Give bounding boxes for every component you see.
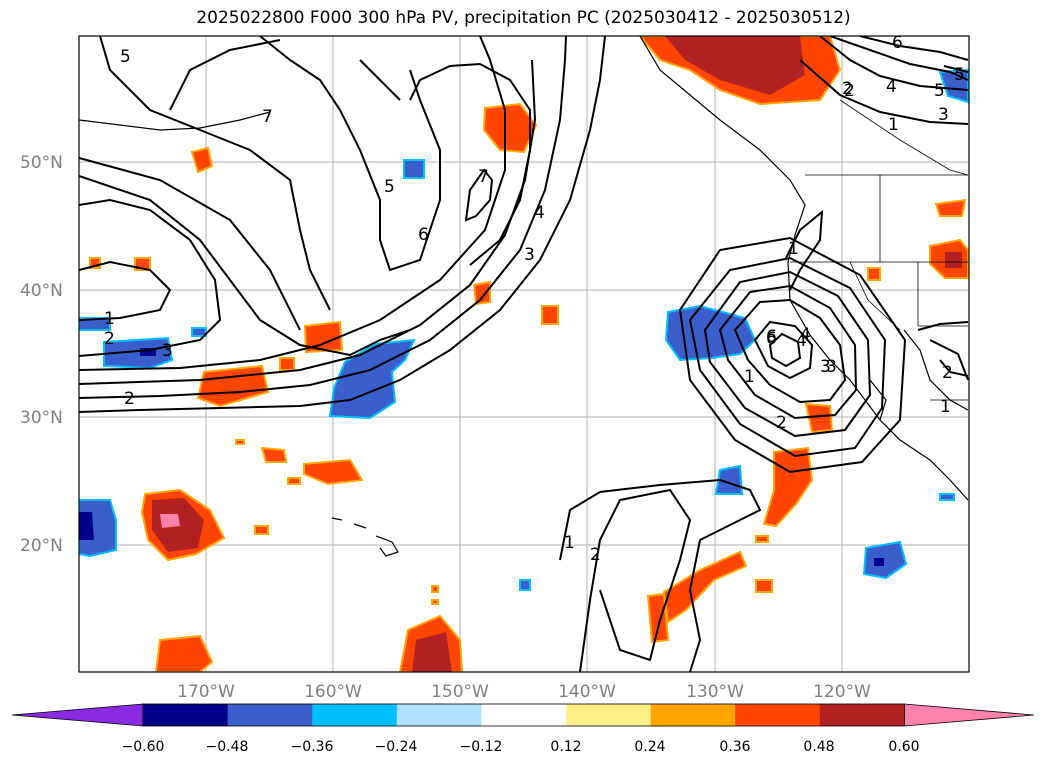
- pv-label: 4: [886, 77, 897, 97]
- pv-label: 2: [942, 363, 953, 383]
- colorbar-tick: −0.12: [460, 739, 503, 755]
- colorbar-extend-max: [904, 703, 1035, 727]
- lat-label: 40°N: [20, 281, 63, 301]
- pv-label: 6: [418, 225, 429, 245]
- pv-label: 1: [564, 533, 575, 553]
- lon-label: 150°W: [431, 682, 489, 702]
- pv-label: 5: [954, 65, 965, 85]
- pv-label: 1: [104, 309, 115, 329]
- colorbar-bin: [227, 704, 313, 726]
- colorbar-tick: 0.60: [888, 739, 919, 755]
- pv-label: 1: [788, 239, 799, 259]
- colorbar-bin: [735, 704, 821, 726]
- coastlines: [79, 36, 969, 557]
- pv-label: 4: [800, 325, 811, 345]
- lat-label: 50°N: [20, 153, 63, 173]
- latitude-labels: 50°N 40°N 30°N 20°N: [20, 153, 63, 556]
- colorbar-tick: 0.12: [550, 739, 581, 755]
- pv-label: 3: [162, 341, 173, 361]
- pv-label: 2: [104, 329, 115, 349]
- colorbar-bin: [396, 704, 482, 726]
- colorbar-tick: 0.48: [803, 739, 834, 755]
- pv-label: 1: [940, 397, 951, 417]
- pv-label: 6: [766, 329, 777, 349]
- colorbar-tick: −0.60: [122, 739, 165, 755]
- pv-label: 6: [766, 327, 777, 347]
- pv-label: 3: [524, 245, 535, 265]
- precip-shading: [79, 36, 969, 672]
- pv-label: 1: [744, 367, 755, 387]
- colorbar-tick: 0.24: [634, 739, 665, 755]
- lat-label: 30°N: [20, 408, 63, 428]
- lat-label: 20°N: [20, 536, 63, 556]
- pv-label: 2: [590, 545, 601, 565]
- colorbar-ticks: −0.60 −0.48 −0.36 −0.24 −0.12 0.12 0.24 …: [122, 739, 920, 755]
- pv-contours: [79, 36, 969, 672]
- map-title: 2025022800 F000 300 hPa PV, precipitatio…: [196, 8, 851, 28]
- lon-label: 160°W: [304, 682, 362, 702]
- lon-label: 170°W: [177, 682, 235, 702]
- lon-label: 140°W: [558, 682, 616, 702]
- colorbar-extend-min: [11, 703, 144, 727]
- pv-label: 5: [934, 81, 945, 101]
- pv-label: 2: [844, 81, 855, 101]
- colorbar: [11, 703, 1035, 727]
- pv-label: 3: [820, 357, 831, 377]
- pv-label: 2: [776, 413, 787, 433]
- lon-label: 130°W: [686, 682, 744, 702]
- pv-label: 3: [938, 105, 949, 125]
- lon-label: 120°W: [813, 682, 871, 702]
- colorbar-bin: [650, 704, 736, 726]
- pv-label: 5: [120, 47, 131, 67]
- colorbar-tick: −0.24: [375, 739, 418, 755]
- colorbar-frame: [142, 703, 905, 727]
- pv-label: 4: [534, 203, 545, 223]
- pv-label: 6: [892, 33, 903, 53]
- pv-label: 3: [826, 357, 837, 377]
- colorbar-bin: [481, 704, 567, 726]
- colorbar-bin: [566, 704, 652, 726]
- pv-label: 1: [888, 115, 899, 135]
- pv-label: 5: [384, 177, 395, 197]
- pv-label: 2: [842, 79, 853, 99]
- pv-label: 7: [262, 107, 273, 127]
- colorbar-tick: −0.48: [206, 739, 249, 755]
- colorbar-tick: 0.36: [719, 739, 750, 755]
- pv-contour-labels: 5 7 7 5 6 4 3 1 2 3 2 6 4 3 1 6 4 5 3 2 …: [104, 33, 965, 565]
- colorbar-bin: [312, 704, 398, 726]
- pv-label: 2: [124, 389, 135, 409]
- colorbar-bin: [819, 704, 905, 726]
- pv-label: 7: [478, 167, 489, 187]
- pv-label: 4: [796, 331, 807, 351]
- colorbar-tick: −0.36: [291, 739, 334, 755]
- colorbar-bin: [143, 704, 229, 726]
- map-frame: [78, 35, 970, 673]
- longitude-labels: 170°W 160°W 150°W 140°W 130°W 120°W: [177, 682, 871, 702]
